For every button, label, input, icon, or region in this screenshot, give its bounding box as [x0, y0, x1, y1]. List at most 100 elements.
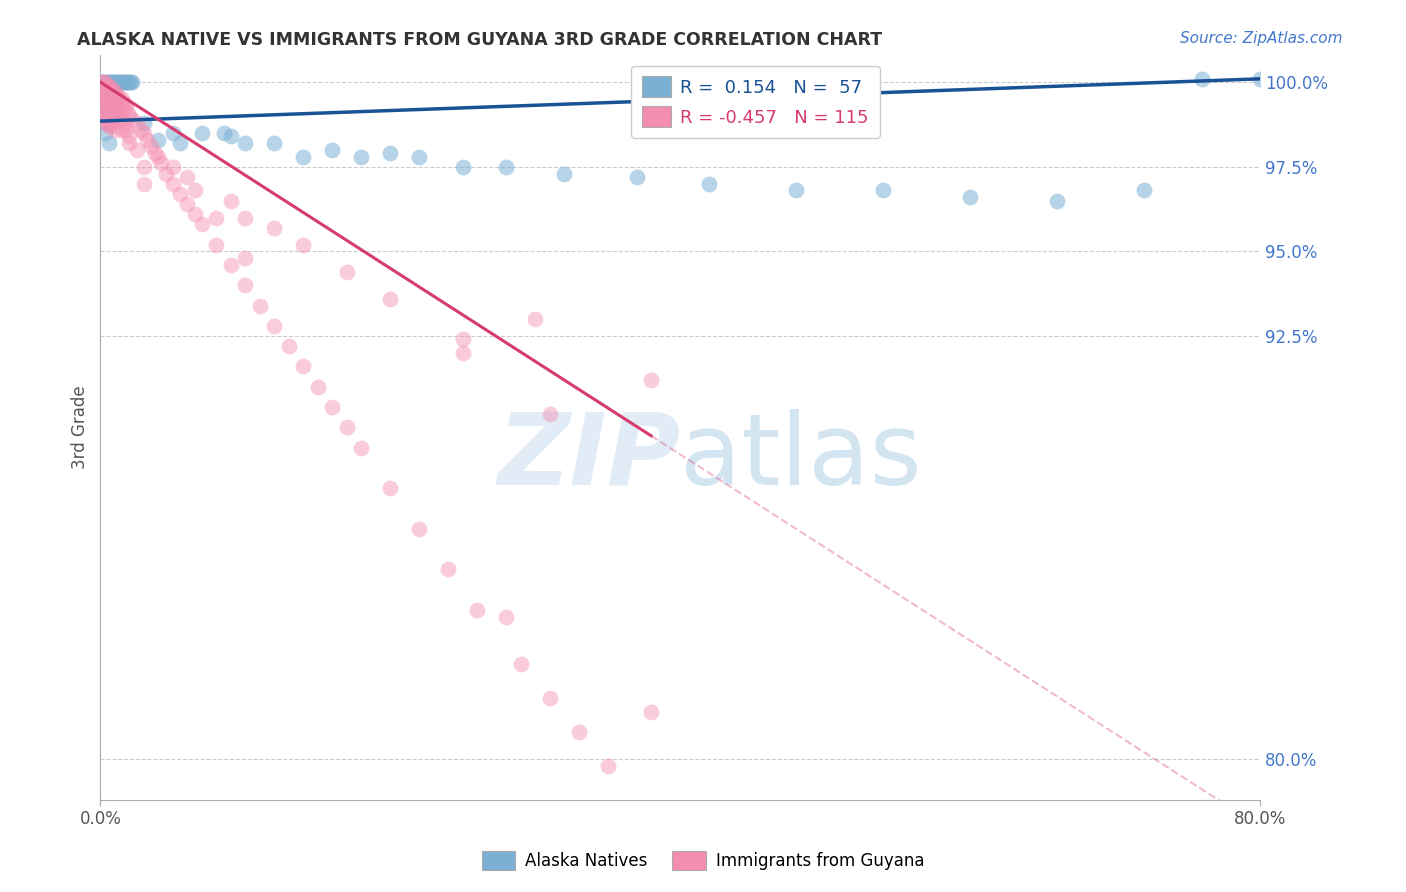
Point [336, 265, 359, 279]
Point [101, 109, 124, 123]
Point [249, 299, 271, 313]
Point [148, 150, 170, 164]
Point [118, 75, 141, 89]
Point [118, 129, 141, 144]
Point [111, 75, 134, 89]
Point [94, 88, 117, 103]
Point [94, 78, 117, 93]
Point [495, 609, 517, 624]
Point [169, 136, 191, 150]
Point [125, 116, 148, 130]
Point [553, 167, 575, 181]
Point [191, 126, 214, 140]
Point [538, 691, 561, 706]
Point [98, 75, 121, 89]
Point [98, 78, 121, 93]
Point [115, 99, 138, 113]
Text: ALASKA NATIVE VS IMMIGRANTS FROM GUYANA 3RD GRADE CORRELATION CHART: ALASKA NATIVE VS IMMIGRANTS FROM GUYANA … [77, 31, 883, 49]
Point [697, 177, 720, 191]
Point [103, 86, 125, 100]
Point [169, 186, 191, 201]
Point [212, 126, 235, 140]
Point [132, 160, 155, 174]
Point [97, 75, 120, 89]
Point [117, 75, 139, 89]
Point [145, 146, 167, 161]
Point [437, 562, 460, 576]
Point [263, 136, 285, 150]
Point [93, 99, 115, 113]
Point [90, 75, 112, 89]
Point [155, 167, 177, 181]
Point [640, 705, 662, 719]
Point [118, 109, 141, 123]
Point [292, 359, 315, 374]
Point [97, 88, 120, 103]
Point [785, 184, 807, 198]
Point [98, 109, 121, 123]
Point [93, 126, 115, 140]
Point [104, 75, 127, 89]
Point [321, 400, 343, 414]
Point [233, 136, 256, 150]
Point [112, 75, 135, 89]
Point [408, 522, 430, 536]
Point [98, 119, 121, 133]
Point [98, 109, 121, 123]
Point [110, 75, 132, 89]
Text: Source: ZipAtlas.com: Source: ZipAtlas.com [1180, 31, 1343, 46]
Point [509, 657, 531, 672]
Point [112, 95, 135, 110]
Point [115, 75, 138, 89]
Point [91, 82, 114, 96]
Point [100, 92, 122, 106]
Point [93, 116, 115, 130]
Point [205, 237, 228, 252]
Legend: Alaska Natives, Immigrants from Guyana: Alaska Natives, Immigrants from Guyana [475, 844, 931, 877]
Point [97, 103, 120, 117]
Point [1191, 71, 1213, 86]
Point [93, 75, 115, 89]
Point [263, 220, 285, 235]
Point [350, 150, 373, 164]
Point [162, 177, 184, 191]
Point [100, 99, 122, 113]
Point [292, 237, 315, 252]
Point [596, 758, 619, 772]
Point [132, 116, 155, 130]
Point [292, 150, 315, 164]
Point [162, 126, 184, 140]
Point [94, 109, 117, 123]
Point [219, 194, 242, 208]
Point [111, 122, 134, 136]
Point [105, 75, 128, 89]
Point [150, 156, 173, 170]
Point [100, 75, 122, 89]
Point [100, 103, 122, 117]
Legend: R =  0.154   N =  57, R = -0.457   N = 115: R = 0.154 N = 57, R = -0.457 N = 115 [631, 66, 880, 138]
Point [100, 82, 122, 96]
Point [110, 95, 132, 110]
Point [100, 116, 122, 130]
Point [93, 92, 115, 106]
Point [451, 332, 474, 346]
Point [872, 184, 894, 198]
Point [91, 75, 114, 89]
Point [219, 258, 242, 272]
Point [114, 75, 136, 89]
Point [115, 122, 138, 136]
Point [640, 373, 662, 387]
Point [350, 441, 373, 455]
Point [91, 99, 114, 113]
Point [93, 82, 115, 96]
Point [93, 103, 115, 117]
Point [183, 184, 205, 198]
Point [121, 75, 143, 89]
Point [112, 116, 135, 130]
Point [101, 119, 124, 133]
Point [105, 103, 128, 117]
Point [90, 88, 112, 103]
Point [101, 105, 124, 120]
Point [101, 82, 124, 96]
Point [91, 88, 114, 103]
